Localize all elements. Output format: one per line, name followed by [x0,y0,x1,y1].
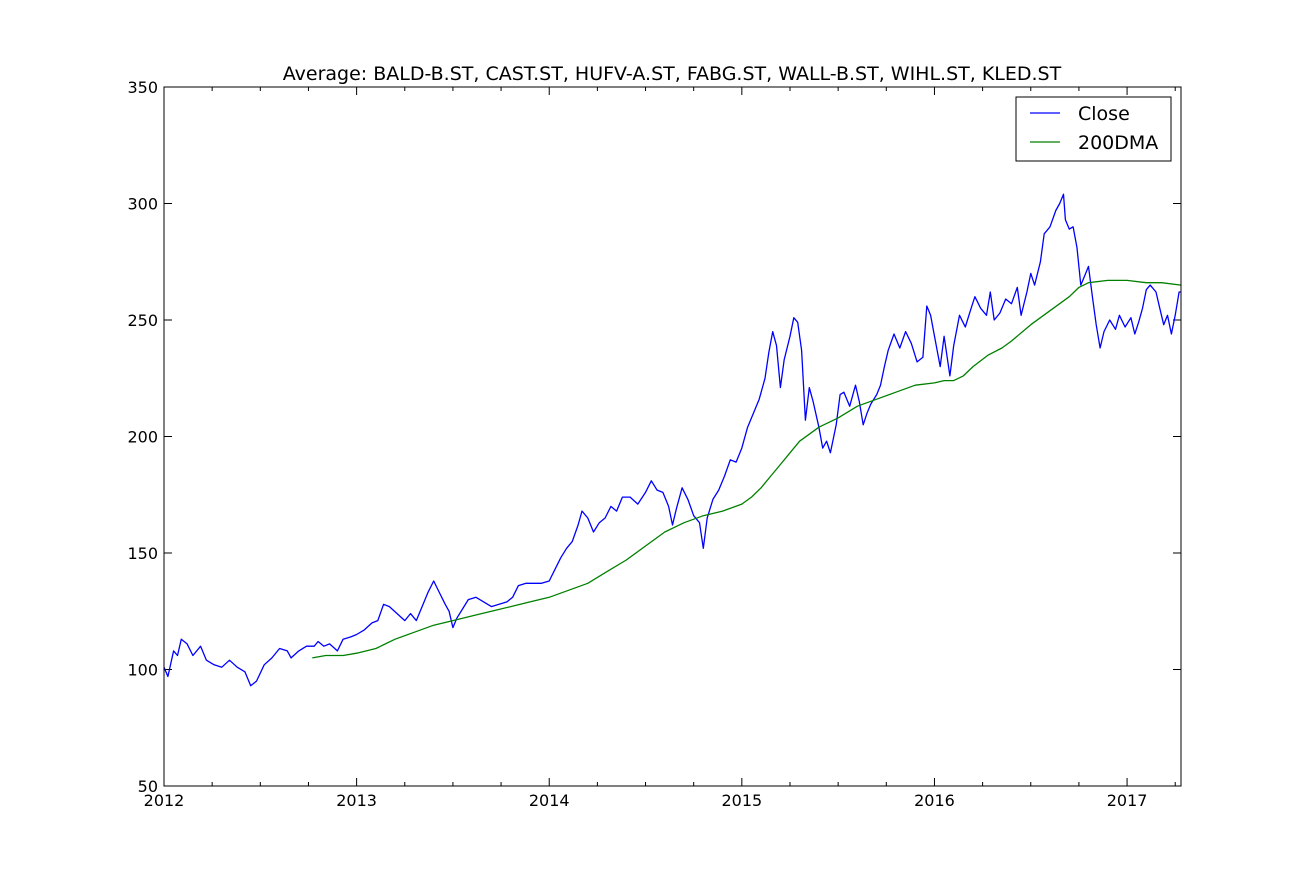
series-layer [163,193,1182,687]
y-tick-label: 100 [127,661,158,680]
x-tick-label: 2014 [529,791,570,810]
y-tick-label: 200 [127,428,158,447]
y-tick-label: 50 [138,777,158,796]
y-tick-label: 250 [127,311,158,330]
x-tick-label: 2012 [144,791,185,810]
chart-title: Average: BALD-B.ST, CAST.ST, HUFV-A.ST, … [283,63,1062,85]
x-tick-label: 2016 [914,791,955,810]
legend-box [1015,96,1172,162]
ticks-layer: 50 100 150 200 250 300 350 2012 2013 2014 2015 2016… [127,78,1181,810]
x-tick-label: 2015 [721,791,762,810]
y-tick-label: 350 [127,78,158,97]
legend-close-label: Close [1078,103,1130,125]
close-series-line [163,193,1181,687]
x-tick-label: 2017 [1107,791,1148,810]
legend-dma-label: 200DMA [1078,132,1158,154]
dma-series-line [312,279,1182,659]
x-tick-label: 2013 [336,791,377,810]
y-tick-label: 150 [127,544,158,563]
plot-frame [163,86,1182,787]
y-tick-label: 300 [127,195,158,214]
legend: Close 200DMA [1015,96,1172,162]
